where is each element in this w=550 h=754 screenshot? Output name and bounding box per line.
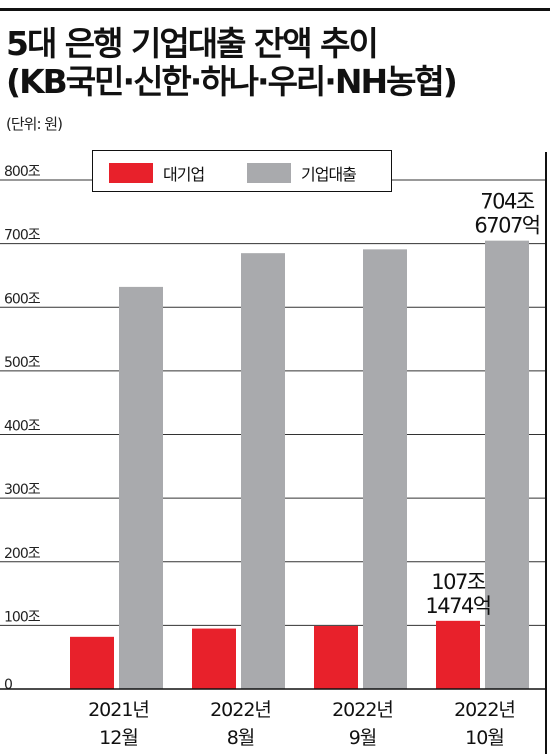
legend-label-corp-loans: 기업대출 [301,165,357,184]
top-rule [0,8,550,11]
y-tick-label: 300조 [4,482,41,498]
chart-title: 5대 은행 기업대출 잔액 추이 [6,24,379,63]
bar-corp-loans [241,253,285,689]
x-tick-label: 2022년 [332,699,393,721]
bar-large-corp [314,626,358,689]
bar-large-corp [192,628,236,689]
y-tick-label: 500조 [4,355,41,371]
y-tick-label: 600조 [4,291,41,307]
bar-large-corp [436,620,480,689]
x-tick-label: 10월 [465,727,504,749]
bar-large-corp [70,636,114,689]
y-tick-label: 100조 [4,609,41,625]
y-tick-label: 400조 [4,419,41,435]
x-tick-label: 8월 [227,727,255,749]
y-tick-label: 200조 [4,546,41,562]
legend-item-corp-loans: 기업대출 [247,161,357,185]
data-label: 704조 [480,190,535,214]
legend: 대기업 기업대출 [92,150,392,192]
data-label: 1474억 [425,594,490,618]
legend-label-large-corp: 대기업 [163,165,205,184]
x-tick-label: 2022년 [210,699,271,721]
chart-subtitle: (KB국민·신한·하나·우리·NH농협) [6,62,458,101]
bar-corp-loans [485,240,529,689]
bar-corp-loans [119,286,163,689]
x-tick-label: 9월 [349,727,377,749]
y-tick-label: 700조 [4,228,41,244]
y-tick-label: 0 [4,677,12,693]
x-tick-label: 12월 [99,727,138,749]
legend-swatch-gray [247,163,291,183]
unit-label: (단위: 원) [6,115,63,133]
legend-item-large-corp: 대기업 [109,161,205,185]
right-rule [545,152,547,754]
x-tick-label: 2022년 [454,699,515,721]
x-tick-label: 2021년 [88,699,149,721]
bar-corp-loans [363,249,407,689]
legend-swatch-red [109,163,153,183]
data-label: 107조 [431,570,486,594]
y-tick-label: 800조 [4,164,41,180]
data-label: 6707억 [474,214,539,238]
